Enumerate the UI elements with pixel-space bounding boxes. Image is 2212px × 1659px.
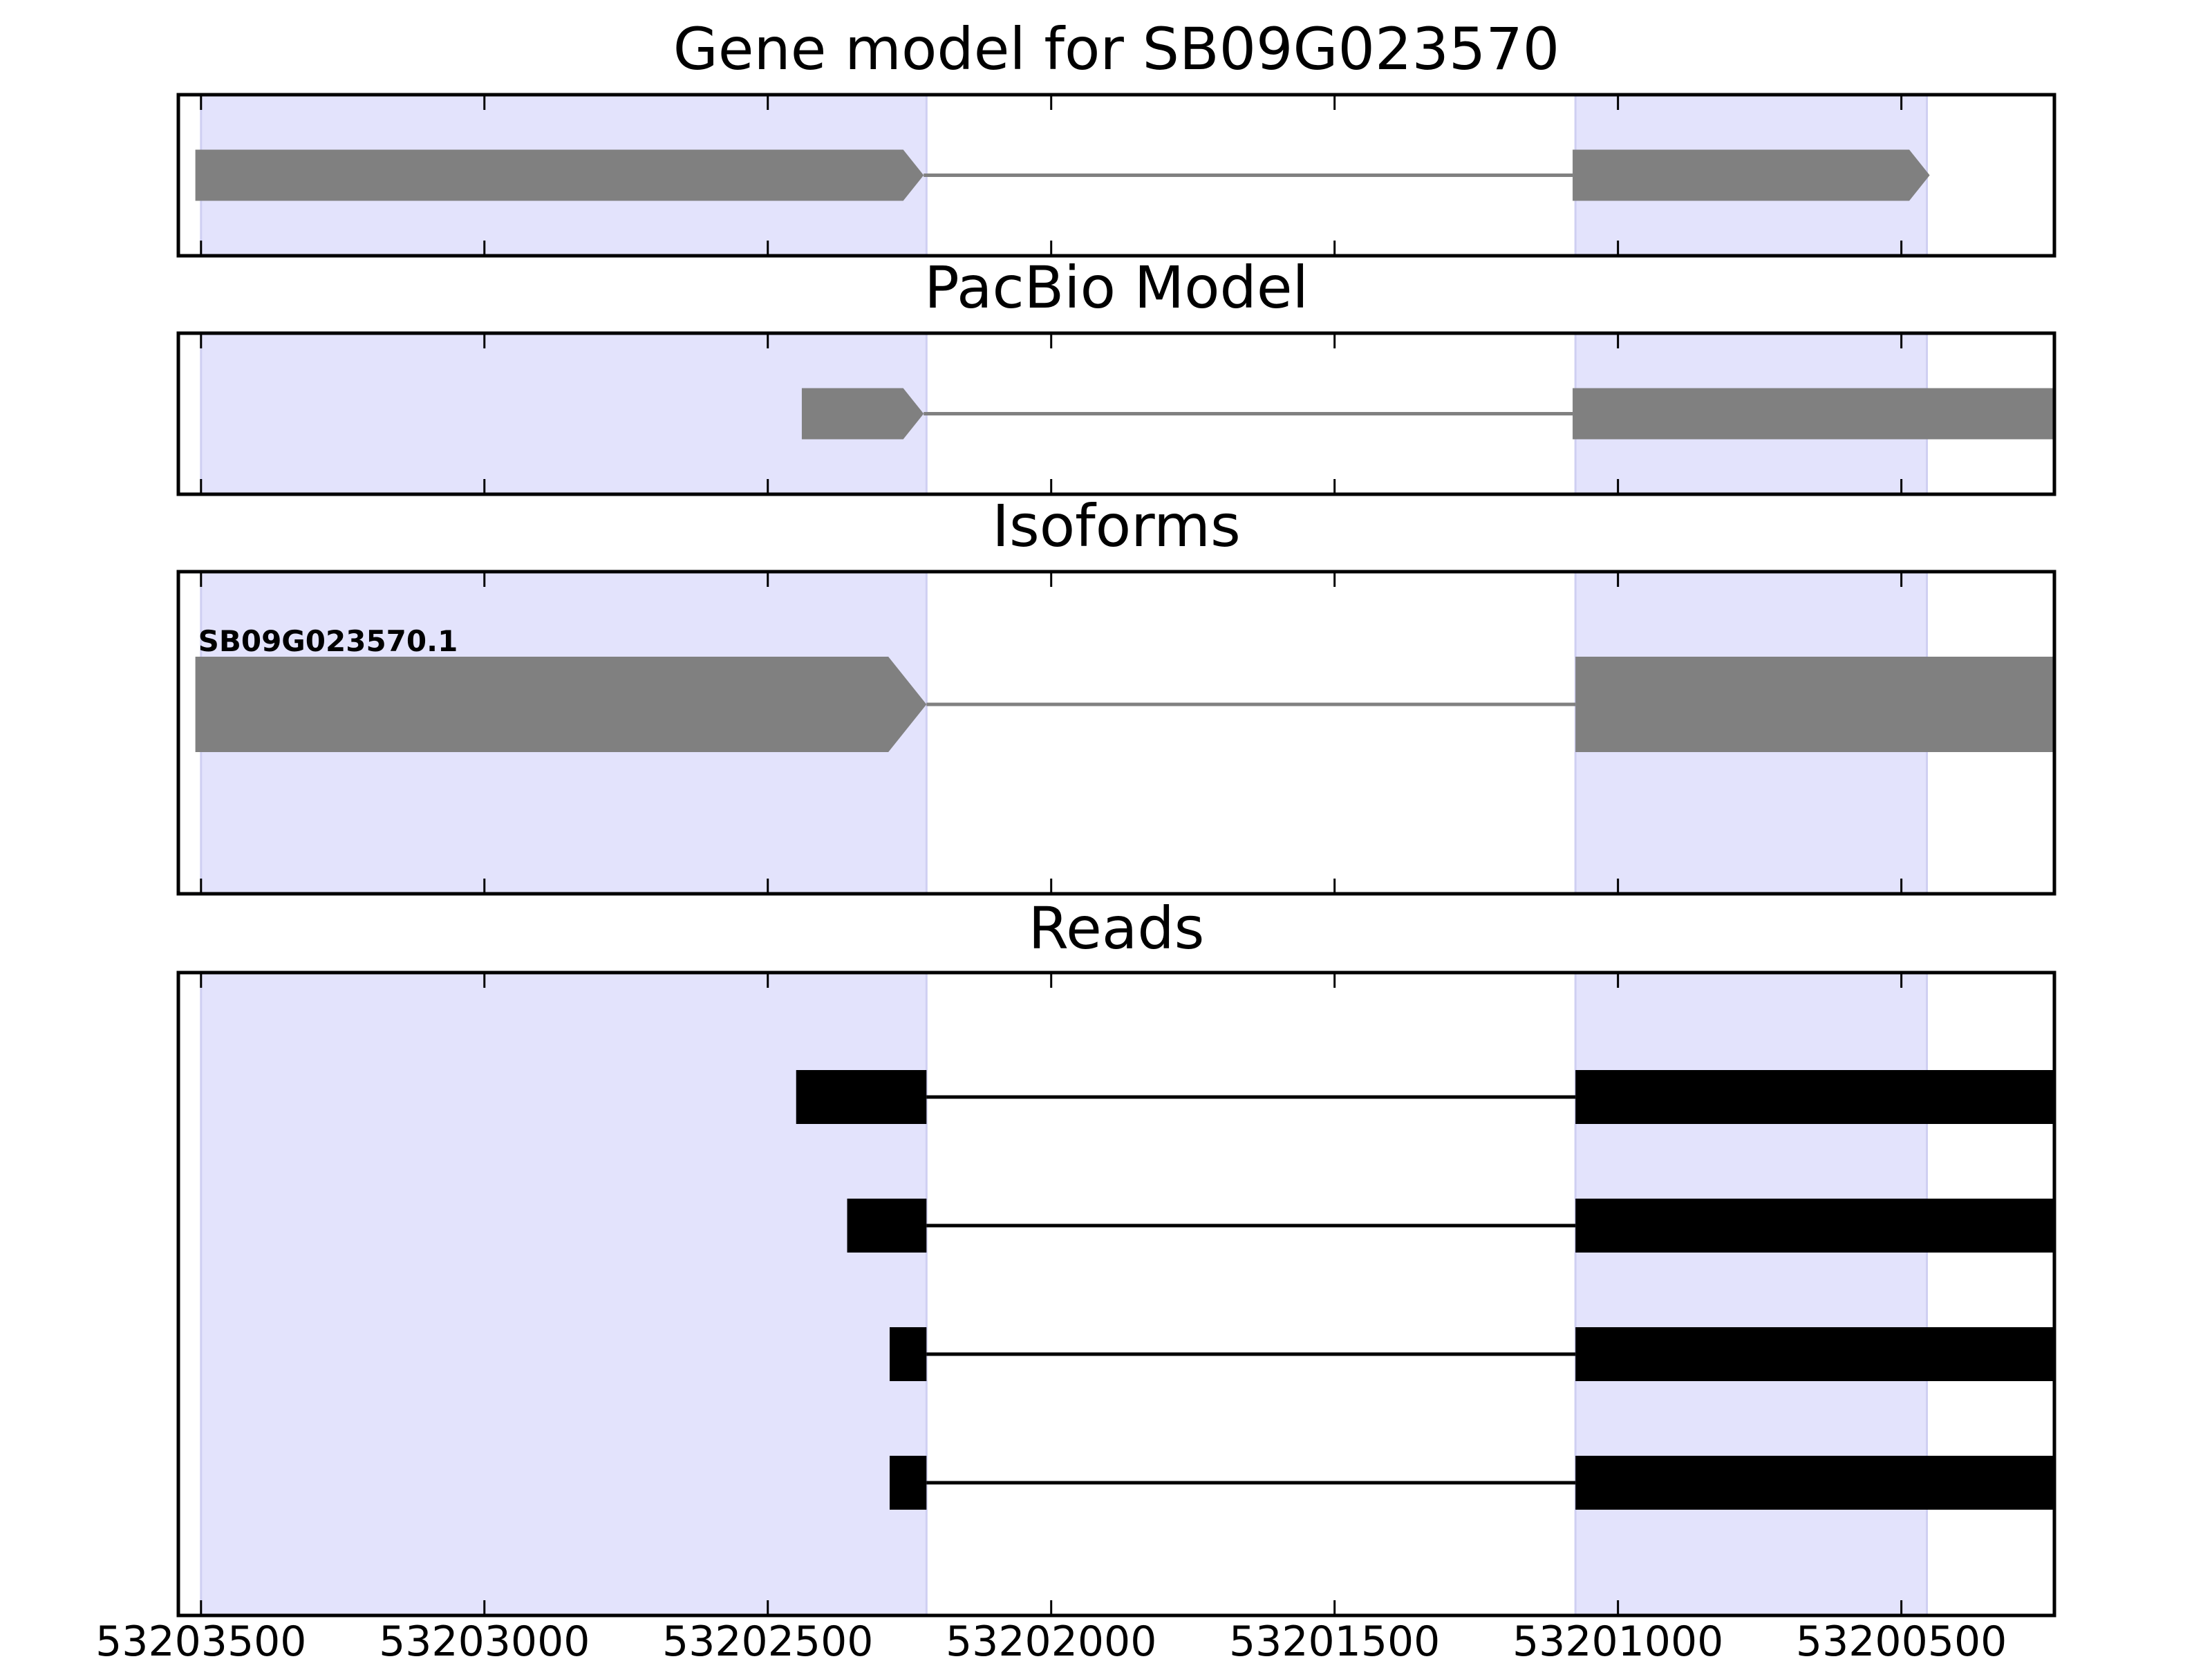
isoform-label: SB09G023570.1 [198, 624, 458, 658]
x-tick-label: 53200500 [1796, 1618, 2007, 1659]
panel-frame [176, 93, 2056, 258]
exon-arrow [801, 388, 924, 440]
exon-arrow [195, 149, 924, 201]
highlight-region [1574, 973, 1929, 1615]
highlight-region [200, 973, 928, 1615]
read-exon [890, 1456, 927, 1510]
x-tick-label: 53201500 [1229, 1618, 1440, 1659]
read-exon [890, 1327, 927, 1381]
panel-frame [176, 971, 2056, 1618]
read-exon [1575, 1327, 2054, 1381]
x-tick-label: 53202000 [946, 1618, 1156, 1659]
exon-arrow [1573, 388, 2054, 440]
model-row [195, 149, 1930, 201]
panel-plot-area: SB09G023570.1 [195, 572, 2054, 894]
x-tick-label: 53203500 [95, 1618, 306, 1659]
x-axis-tick-labels: 53203500 53203000 53202500 53202000 53201500… [95, 1618, 2007, 1659]
read-row [890, 1327, 2054, 1381]
read-exon [847, 1199, 927, 1253]
x-tick-label: 53201000 [1512, 1618, 1723, 1659]
read-row [890, 1456, 2054, 1510]
panel-title: PacBio Model [924, 254, 1309, 321]
panel-title: Reads [1029, 894, 1205, 962]
panel-title: Isoforms [992, 492, 1241, 560]
exon-arrow [1573, 149, 1930, 201]
panel-frame [176, 331, 2056, 496]
panel-plot-area [195, 95, 1930, 256]
x-tick-label: 53202500 [662, 1618, 873, 1659]
read-exon [1575, 1199, 2054, 1253]
panels-layer: Gene model for SB09G023570 PacBio Model SB… [176, 15, 2056, 1618]
exon-arrow [1575, 657, 2054, 753]
panel-3: Reads [176, 894, 2056, 1618]
panel-title: Gene model for SB09G023570 [673, 15, 1559, 83]
panel-2: SB09G023570.1 Isoforms [176, 492, 2056, 896]
read-exon [796, 1070, 927, 1124]
read-exon [1575, 1070, 2054, 1124]
exon-arrow [195, 657, 927, 753]
model-row: SB09G023570.1 [195, 624, 2054, 753]
x-tick-label: 53203000 [379, 1618, 590, 1659]
model-row [801, 388, 2054, 440]
panel-1: PacBio Model [176, 254, 2056, 496]
panel-plot-area [200, 973, 2054, 1615]
panel-0: Gene model for SB09G023570 [176, 15, 2056, 258]
panel-frame [176, 570, 2056, 896]
read-exon [1575, 1456, 2054, 1510]
read-row [796, 1070, 2054, 1124]
read-row [847, 1199, 2054, 1253]
panel-plot-area [200, 333, 2054, 494]
